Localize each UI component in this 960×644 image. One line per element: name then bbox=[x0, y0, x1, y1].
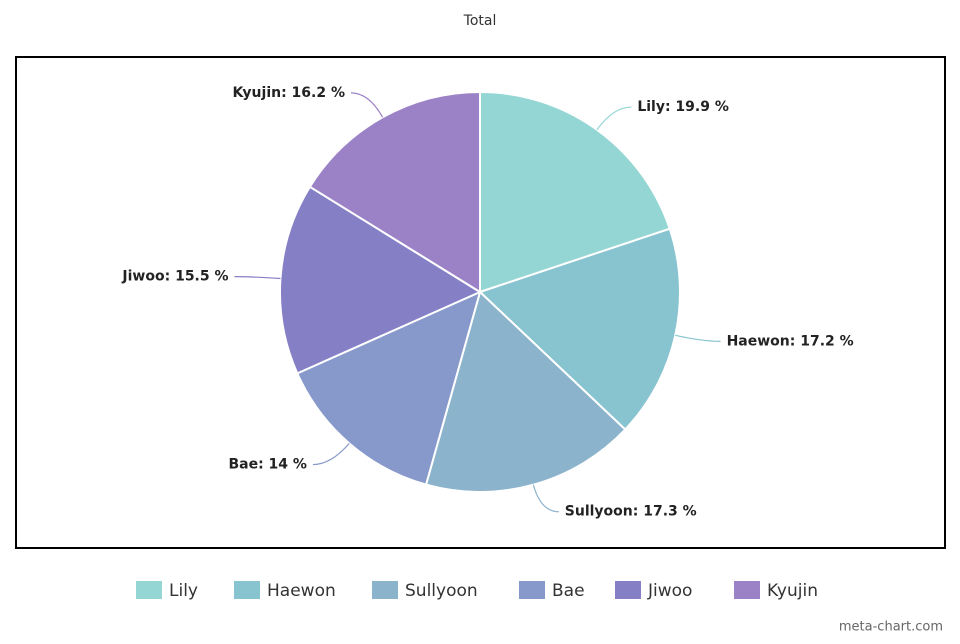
legend-swatch bbox=[519, 581, 545, 599]
data-label: Sullyoon: 17.3 % bbox=[565, 504, 697, 520]
legend-label: Haewon bbox=[267, 581, 336, 601]
leader-line bbox=[596, 106, 632, 131]
chart-title: Total bbox=[463, 13, 497, 29]
data-label: Bae: 14 % bbox=[228, 457, 306, 473]
pie-slice bbox=[478, 227, 681, 431]
pie-slice bbox=[279, 185, 483, 375]
legend-swatch bbox=[234, 581, 260, 599]
data-label: Jiwoo: 15.5 % bbox=[121, 269, 228, 285]
legend-swatch bbox=[734, 581, 760, 599]
legend-label: Bae bbox=[552, 581, 585, 601]
data-label: Lily: 19.9 % bbox=[637, 99, 729, 115]
legend-label: Sullyoon bbox=[405, 581, 478, 601]
legend-label: Lily bbox=[169, 581, 198, 601]
data-label: Haewon: 17.2 % bbox=[727, 333, 854, 349]
legend-swatch bbox=[615, 581, 641, 599]
leader-line bbox=[675, 334, 721, 342]
pie-slice bbox=[295, 290, 482, 486]
legend-swatch bbox=[372, 581, 398, 599]
legend-label: Kyujin bbox=[767, 581, 818, 601]
leader-line bbox=[234, 276, 281, 280]
pie-slice bbox=[424, 290, 627, 493]
legend-label: Jiwoo bbox=[647, 581, 692, 601]
legend-swatch bbox=[136, 581, 162, 599]
plot-frame bbox=[15, 56, 946, 549]
leader-line bbox=[532, 484, 559, 513]
watermark: meta-chart.com bbox=[839, 620, 943, 635]
pie-slice bbox=[479, 90, 672, 294]
leader-line bbox=[350, 92, 384, 118]
data-label: Kyujin: 16.2 % bbox=[232, 85, 345, 101]
leader-line bbox=[312, 442, 350, 466]
